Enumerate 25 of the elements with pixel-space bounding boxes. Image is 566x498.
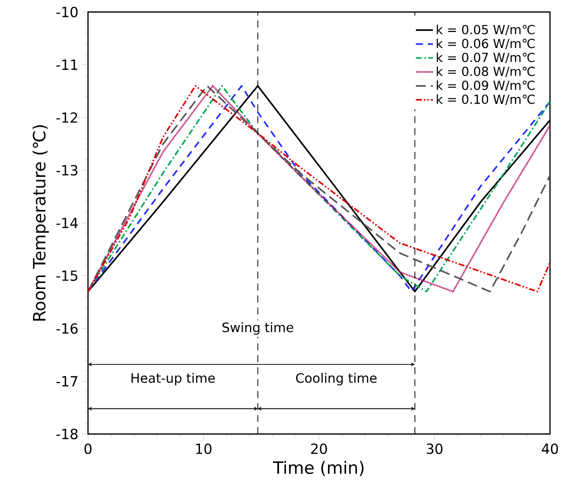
annotation: Heat-up time [132, 372, 215, 386]
legend-label: k = 0.09 W/m℃ [436, 80, 535, 92]
x-tick-label: 30 [426, 443, 442, 454]
y-tick-label: -15 [56, 270, 78, 281]
y-tick-label: -16 [56, 323, 78, 334]
legend-label: k = 0.08 W/m℃ [436, 66, 535, 78]
x-axis-title: Time (min) [272, 460, 364, 476]
x-tick-label: 0 [84, 443, 92, 454]
x-tick-label: 20 [311, 443, 327, 454]
legend-label: k = 0.10 W/m℃ [436, 94, 535, 105]
y-tick-label: -12 [56, 112, 78, 123]
y-tick-label: -14 [56, 218, 78, 228]
y-tick-label: -11 [56, 60, 78, 70]
legend-label: k = 0.06 W/m℃ [436, 38, 535, 50]
y-tick-label: -18 [56, 428, 78, 440]
x-tick-label: 10 [196, 443, 212, 454]
x-tick-label: 40 [542, 443, 558, 454]
annotation: Swing time [222, 322, 294, 335]
y-tick-label: -13 [56, 164, 78, 176]
y-axis-title: Room Temperature (℃) [32, 125, 49, 321]
legend-label: k = 0.07 W/m℃ [436, 52, 535, 64]
y-tick-label: -17 [56, 376, 78, 386]
legend-label: k = 0.05 W/m℃ [436, 24, 535, 36]
y-tick-label: -10 [56, 6, 78, 18]
annotation: Cooling time [296, 372, 377, 386]
